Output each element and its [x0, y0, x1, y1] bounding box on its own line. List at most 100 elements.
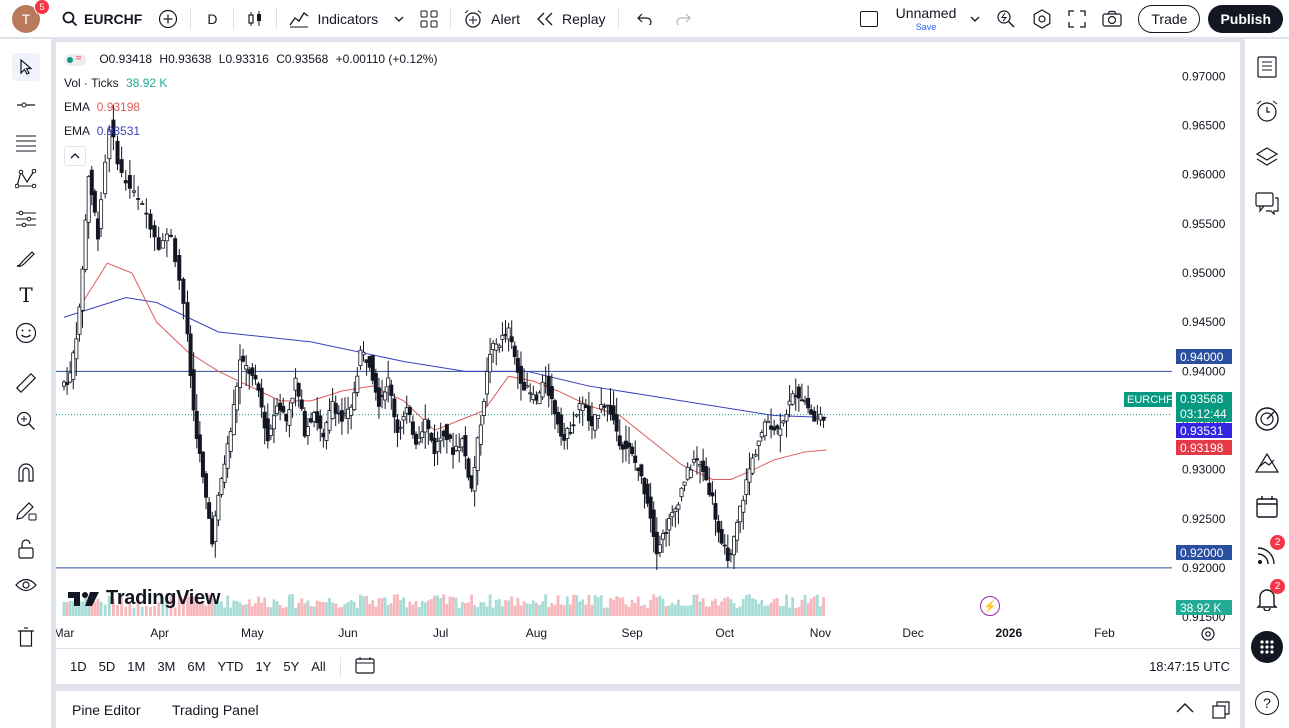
lock-drawings-tool[interactable] — [12, 535, 40, 563]
widget-sidebar: 2 2 ? — [1244, 39, 1289, 728]
notifications-button[interactable]: 2 — [1253, 579, 1285, 613]
remove-drawings-tool[interactable] — [12, 623, 40, 651]
redo-button[interactable] — [667, 0, 699, 38]
chart-type-button[interactable] — [238, 0, 272, 38]
ema-slow-price-label: 0.93531 — [1176, 423, 1232, 438]
candle-body — [512, 345, 517, 358]
symbol-search-button[interactable]: EURCHF — [54, 0, 150, 38]
fullscreen-button[interactable] — [1060, 0, 1094, 38]
volume-bar — [287, 594, 291, 616]
cursor-tool[interactable] — [12, 53, 40, 81]
y-tick-label: 0.94000 — [1182, 364, 1226, 378]
volume-bar — [791, 597, 795, 616]
candle-body — [123, 180, 128, 184]
collapse-panel-button[interactable] — [1176, 701, 1194, 717]
trading-panel-tab[interactable]: Trading Panel — [172, 702, 259, 718]
range-6m[interactable]: 6M — [187, 659, 206, 674]
volume-bar — [812, 596, 816, 616]
snapshot-button[interactable] — [1094, 0, 1130, 38]
trend-line-tool[interactable] — [12, 91, 40, 119]
object-tree-button[interactable] — [1253, 143, 1281, 171]
text-tool[interactable]: T — [12, 281, 40, 309]
alerts-panel-button[interactable] — [1253, 97, 1281, 125]
candle-body — [410, 421, 415, 435]
watchlist-button[interactable] — [1253, 53, 1281, 81]
clock-time[interactable]: 18:47:15 UTC — [1149, 659, 1230, 674]
ema-fast-legend[interactable]: EMA 0.93198 — [64, 100, 140, 114]
volume-bar — [467, 602, 470, 616]
volume-bar — [207, 594, 211, 616]
alert-button[interactable]: Alert — [455, 0, 528, 38]
settings-button[interactable] — [1024, 0, 1060, 38]
calendar-button[interactable] — [1253, 493, 1281, 521]
text-icon: T — [19, 283, 33, 307]
magnet-tool[interactable] — [12, 459, 40, 487]
volume-bar — [636, 596, 640, 616]
volume-bar — [303, 603, 307, 616]
templates-button[interactable] — [412, 0, 446, 38]
ema-slow-legend[interactable]: EMA 0.93531 — [64, 124, 140, 138]
range-5y[interactable]: 5Y — [283, 659, 300, 674]
publish-button[interactable]: Publish — [1208, 4, 1283, 33]
tradingview-logo[interactable]: TradingView — [68, 587, 220, 610]
fib-tool[interactable] — [12, 129, 40, 157]
zoom-tool[interactable] — [12, 407, 40, 435]
replay-button[interactable]: Replay — [528, 0, 614, 38]
collapse-legend-button[interactable] — [64, 146, 86, 166]
range-all[interactable]: All — [311, 659, 326, 674]
candle-body — [373, 372, 378, 393]
trash-icon — [18, 627, 34, 647]
candle-body — [765, 420, 770, 424]
event-marker-icon[interactable]: ⚡ — [980, 596, 1000, 616]
undo-button[interactable] — [623, 0, 667, 38]
candle-body — [506, 327, 511, 340]
volume-bar — [195, 598, 199, 616]
measure-tool[interactable] — [12, 369, 40, 397]
ideas-pattern-button[interactable] — [1253, 449, 1281, 477]
pine-editor-tab[interactable]: Pine Editor — [72, 702, 141, 718]
news-stream-button[interactable]: 2 — [1253, 535, 1285, 569]
volume-bar — [365, 595, 368, 616]
candle-body — [710, 492, 715, 497]
candle-body — [71, 352, 76, 380]
prediction-tool[interactable] — [12, 205, 40, 233]
layout-button[interactable]: Unnamed Save — [852, 0, 989, 38]
apps-menu-button[interactable] — [1251, 631, 1283, 663]
range-1m[interactable]: 1M — [127, 659, 146, 674]
volume-legend[interactable]: Vol · Ticks 38.92 K — [64, 76, 167, 90]
user-avatar[interactable]: T 5 — [12, 0, 50, 33]
chart-pane[interactable]: 0.97000 0.96500 0.96000 0.95500 0.95000 0.945… — [56, 42, 1240, 684]
quick-search-button[interactable] — [988, 0, 1024, 38]
interval-button[interactable]: D — [207, 10, 218, 27]
range-1y[interactable]: 1Y — [255, 659, 272, 674]
range-ytd[interactable]: YTD — [217, 659, 244, 674]
compare-symbol-button[interactable] — [150, 0, 186, 38]
stay-in-drawing-tool[interactable] — [12, 497, 40, 525]
range-5d[interactable]: 5D — [98, 659, 116, 674]
range-3m[interactable]: 3M — [157, 659, 176, 674]
pattern-tool[interactable] — [12, 165, 40, 193]
axis-settings-button[interactable] — [1200, 626, 1216, 642]
notification-badge: 5 — [34, 0, 50, 15]
volume-bar — [760, 599, 764, 616]
layout-icon — [859, 10, 878, 27]
indicators-button[interactable]: Indicators — [281, 0, 412, 38]
maximize-panel-button[interactable] — [1212, 701, 1230, 722]
technicals-button[interactable] — [1253, 405, 1281, 433]
brush-tool[interactable] — [12, 245, 40, 273]
chats-button[interactable] — [1253, 189, 1281, 217]
help-button[interactable]: ? — [1255, 691, 1279, 715]
volume-bar — [318, 601, 322, 616]
emoji-tool[interactable] — [12, 319, 40, 347]
volume-bar — [399, 600, 402, 616]
candle-body — [231, 404, 236, 436]
trade-button[interactable]: Trade — [1138, 4, 1201, 33]
candle-body — [290, 397, 295, 404]
chart-canvas[interactable]: 0.97000 0.96500 0.96000 0.95500 0.95000 0.945… — [56, 42, 1240, 684]
range-1d[interactable]: 1D — [70, 659, 87, 674]
volume-bar — [519, 605, 523, 616]
candle-body — [299, 399, 304, 410]
hide-drawings-tool[interactable] — [12, 571, 40, 599]
candle-body — [349, 406, 354, 416]
date-range-button[interactable] — [349, 656, 381, 677]
